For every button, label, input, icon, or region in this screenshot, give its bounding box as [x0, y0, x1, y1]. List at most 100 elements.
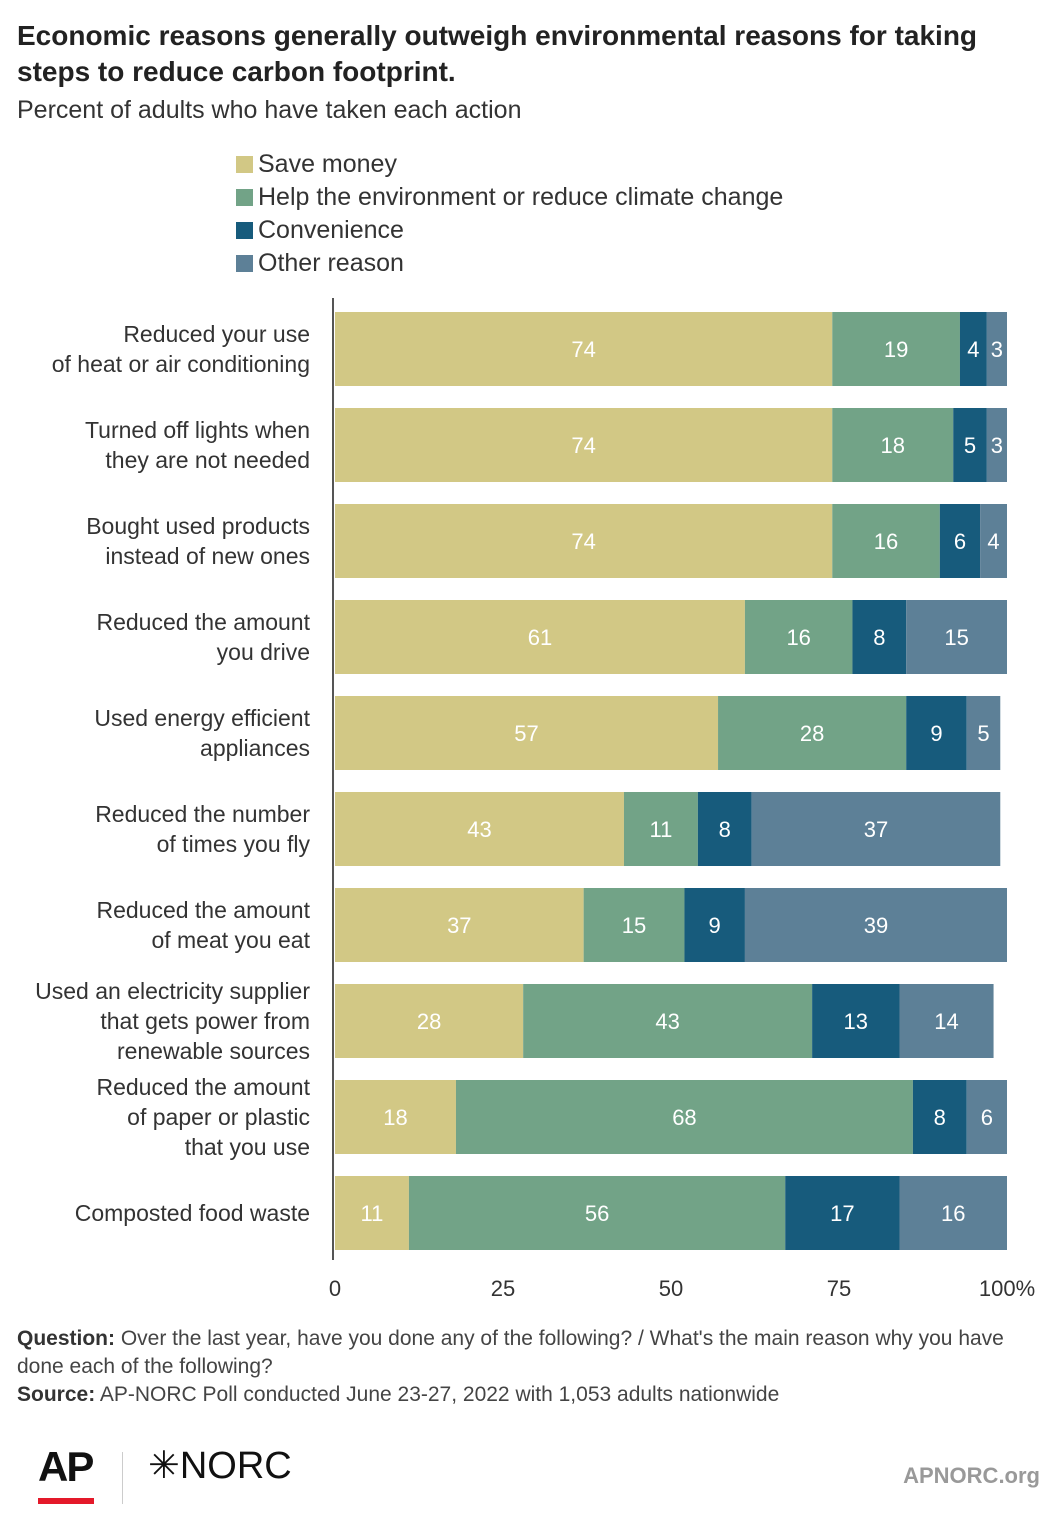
legend-item: Other reason: [236, 247, 783, 280]
data-label: 43: [655, 1009, 679, 1034]
question-text: Over the last year, have you done any of…: [17, 1327, 1004, 1378]
bar-segment: [718, 696, 907, 770]
stacked-bar-chart: Reduced your use of heat or air condition…: [35, 298, 1035, 1301]
bar-segment: [959, 312, 987, 386]
data-label: 39: [864, 913, 888, 938]
bar-segment: [785, 1176, 900, 1250]
data-label: 5: [977, 721, 989, 746]
bar-segment: [684, 888, 745, 962]
bar-segment: [455, 1080, 913, 1154]
legend-swatch: [236, 222, 253, 239]
x-tick-label: 25: [491, 1276, 515, 1301]
bar-segment: [986, 408, 1007, 482]
source-text: AP-NORC Poll conducted June 23-27, 2022 …: [99, 1383, 780, 1406]
data-label: 11: [361, 1201, 384, 1226]
data-label: 9: [709, 913, 721, 938]
data-label: 9: [930, 721, 942, 746]
bar-segment: [966, 1080, 1007, 1154]
bar-segment: [623, 792, 698, 866]
data-label: 8: [873, 625, 885, 650]
norc-star-icon: ✳: [148, 1445, 180, 1487]
data-label: 18: [383, 1105, 407, 1130]
data-label: 17: [830, 1201, 854, 1226]
data-label: 3: [991, 433, 1003, 458]
bar-segment: [335, 1080, 456, 1154]
category-label: Reduced your use of heat or air condition…: [52, 321, 310, 377]
category-label: Bought used products instead of new ones: [86, 513, 310, 569]
category-label: Used an electricity supplier that gets po…: [35, 978, 310, 1064]
category-label-line: Used an electricity supplier: [35, 978, 310, 1004]
data-label: 74: [571, 529, 595, 554]
legend: Save money Help the environment or reduce…: [236, 148, 783, 280]
data-label: 16: [941, 1201, 965, 1226]
data-label: 18: [881, 433, 905, 458]
category-label-line: they are not needed: [105, 447, 310, 473]
bar-segment: [744, 600, 853, 674]
bar-segment: [899, 984, 994, 1058]
bar-segment: [408, 1176, 786, 1250]
category-label-line: of times you fly: [157, 831, 311, 857]
data-label: 6: [981, 1105, 993, 1130]
category-label-line: of meat you eat: [151, 927, 310, 953]
legend-label: Help the environment or reduce climate c…: [258, 183, 784, 211]
data-label: 16: [874, 529, 898, 554]
data-label: 3: [991, 337, 1003, 362]
bar-segment: [751, 792, 1001, 866]
data-label: 57: [514, 721, 538, 746]
bar-segment: [899, 1176, 1007, 1250]
data-label: 28: [417, 1009, 441, 1034]
bar-segment: [523, 984, 813, 1058]
bar-segment: [966, 696, 1001, 770]
bar-segment: [986, 312, 1007, 386]
norc-logo-text: NORC: [179, 1445, 292, 1487]
bar-segment: [335, 312, 833, 386]
bar-segment: [335, 696, 719, 770]
bar-segment: [744, 888, 1007, 962]
bar-segment: [832, 312, 960, 386]
legend-item: Save money: [236, 148, 783, 181]
data-label: 37: [864, 817, 888, 842]
category-label: Composted food waste: [75, 1200, 310, 1226]
bar-segment: [335, 408, 833, 482]
data-label: 4: [987, 529, 999, 554]
category-label: Reduced the amount you drive: [96, 609, 310, 665]
data-label: 43: [467, 817, 491, 842]
category-label-line: Reduced the amount: [96, 609, 310, 635]
category-label-line: Reduced the amount: [96, 1074, 310, 1100]
data-label: 4: [967, 337, 979, 362]
data-label: 68: [672, 1105, 696, 1130]
category-label-line: Composted food waste: [75, 1200, 310, 1226]
data-label: 8: [719, 817, 731, 842]
ap-logo-underline: [38, 1498, 94, 1504]
x-tick-label: 75: [827, 1276, 851, 1301]
chart-subtitle: Percent of adults who have taken each ac…: [17, 96, 522, 124]
category-label-line: Reduced your use: [123, 321, 310, 347]
data-label: 74: [571, 433, 595, 458]
data-label: 6: [954, 529, 966, 554]
category-label-line: that gets power from: [100, 1008, 310, 1034]
category-label-line: Reduced the amount: [96, 897, 310, 923]
legend-swatch: [236, 189, 253, 206]
data-label: 16: [786, 625, 810, 650]
legend-swatch: [236, 156, 253, 173]
category-label-line: Reduced the number: [95, 801, 310, 827]
data-label: 8: [934, 1105, 946, 1130]
data-label: 11: [649, 817, 672, 842]
x-tick-label: 100%: [979, 1276, 1035, 1301]
source-note: Source: AP-NORC Poll conducted June 23-2…: [17, 1381, 1042, 1409]
bar-segment: [832, 504, 940, 578]
norc-logo: ✳NORC: [148, 1443, 292, 1488]
legend-label: Convenience: [258, 216, 404, 244]
bar-segment: [912, 1080, 967, 1154]
category-label-line: appliances: [200, 735, 310, 761]
chart-footer: Question: Over the last year, have you d…: [17, 1325, 1042, 1409]
category-label-line: of paper or plastic: [127, 1104, 310, 1130]
category-label: Reduced the amount of meat you eat: [96, 897, 310, 953]
data-label: 28: [800, 721, 824, 746]
data-label: 13: [844, 1009, 868, 1034]
legend-swatch: [236, 255, 253, 272]
question-note: Question: Over the last year, have you d…: [17, 1325, 1042, 1381]
legend-label: Other reason: [258, 249, 404, 277]
legend-item: Convenience: [236, 214, 783, 247]
data-label: 37: [447, 913, 471, 938]
